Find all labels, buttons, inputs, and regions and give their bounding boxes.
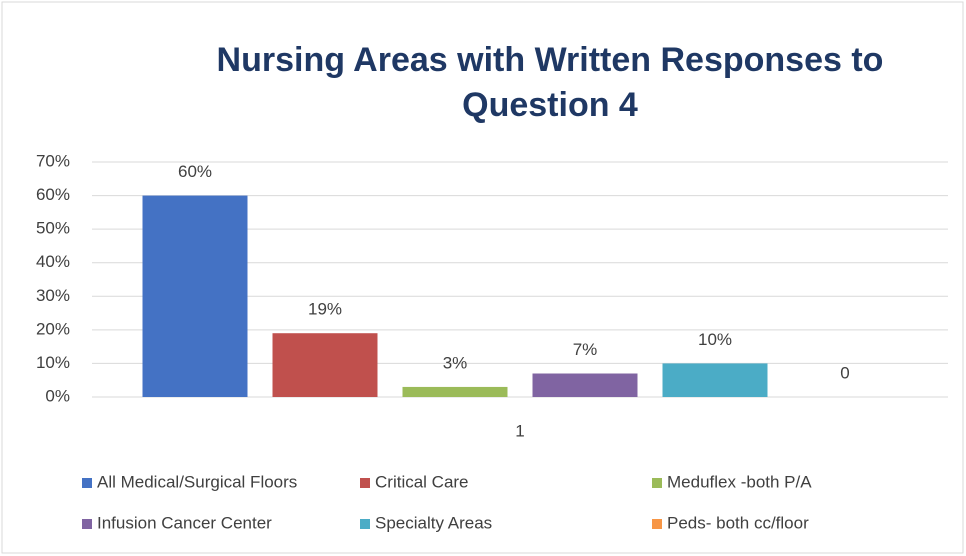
y-tick-label: 60% [36,185,70,204]
legend-label: All Medical/Surgical Floors [97,472,297,491]
legend-marker [360,519,370,529]
data-label: 60% [178,162,212,181]
bar [662,363,768,397]
data-label: 3% [443,353,468,372]
legend-label: Specialty Areas [375,513,492,532]
legend-label: Infusion Cancer Center [97,513,272,532]
legend-marker [82,519,92,529]
data-label: 7% [573,340,598,359]
legend-marker [82,478,92,488]
legend-marker [360,478,370,488]
y-tick-label: 0% [45,386,70,405]
legend-label: Peds- both cc/floor [667,513,809,532]
data-label: 0 [840,363,849,382]
bar [142,195,248,397]
x-tick-label: 1 [515,421,524,440]
y-tick-label: 10% [36,353,70,372]
legend-marker [652,478,662,488]
y-tick-label: 20% [36,319,70,338]
y-tick-label: 70% [36,151,70,170]
legend-label: Meduflex -both P/A [667,472,812,491]
bar [532,373,638,397]
data-label: 19% [308,300,342,319]
bar [402,386,508,397]
bar [272,333,378,397]
y-tick-label: 50% [36,219,70,238]
y-tick-label: 30% [36,286,70,305]
data-label: 10% [698,330,732,349]
legend-label: Critical Care [375,472,469,491]
chart-title: Nursing Areas with Written Responses to … [216,41,884,124]
y-tick-label: 40% [36,252,70,271]
legend-marker [652,519,662,529]
